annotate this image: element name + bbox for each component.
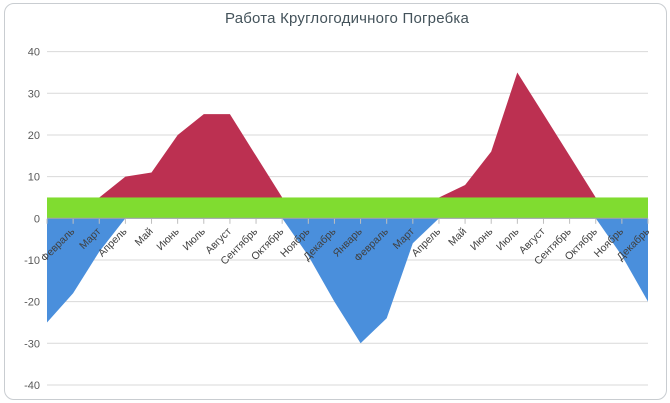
cellar-zone-band bbox=[47, 197, 648, 219]
y-axis-label: -30 bbox=[24, 338, 40, 350]
y-axis-label: 20 bbox=[28, 130, 40, 142]
x-axis-label: Май bbox=[446, 226, 469, 249]
x-axis-label: Май bbox=[133, 226, 156, 249]
y-axis-label: -40 bbox=[24, 380, 40, 392]
area-below-zero bbox=[47, 218, 648, 344]
y-axis-label: -10 bbox=[24, 255, 40, 267]
y-axis-label: 40 bbox=[28, 47, 40, 59]
y-axis-label: 10 bbox=[28, 172, 40, 184]
y-axis-label: -20 bbox=[24, 297, 40, 309]
chart-title: Работа Круглогодичного Погребка bbox=[225, 10, 469, 27]
x-axis-label: Июнь bbox=[154, 225, 182, 253]
area-above-zero bbox=[47, 72, 648, 219]
y-axis-label: 0 bbox=[34, 213, 40, 225]
x-axis-label: Июнь bbox=[468, 225, 496, 253]
y-axis-label: 30 bbox=[28, 88, 40, 100]
